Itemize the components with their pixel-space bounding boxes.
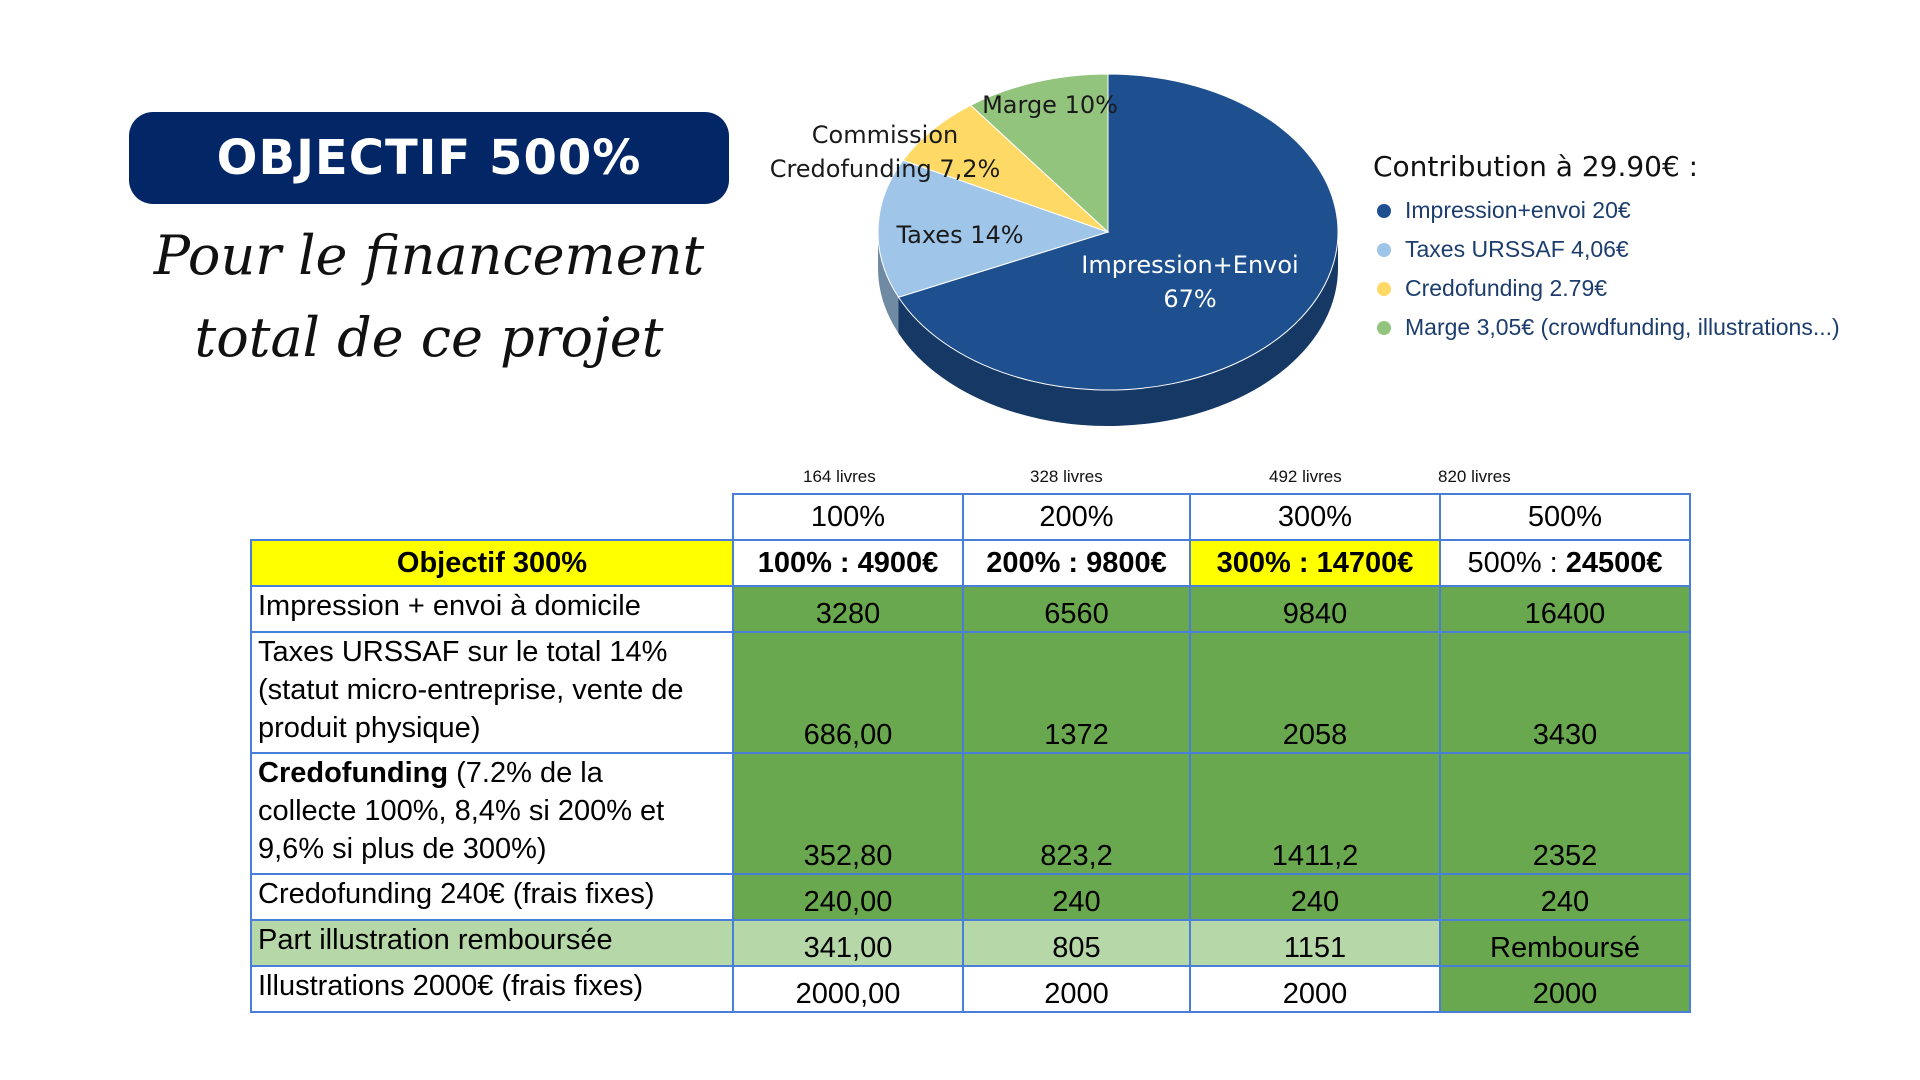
table-cell: 805 bbox=[962, 919, 1191, 967]
pie-label-commission: Commission Credofunding 7,2% bbox=[769, 121, 1001, 183]
row-label: Part illustration remboursée bbox=[250, 919, 734, 967]
table-cell: 2000,00 bbox=[732, 965, 964, 1013]
table-cell: 240,00 bbox=[732, 873, 964, 921]
table-row: Credofunding (7.2% de la collecte 100%, … bbox=[250, 752, 1691, 875]
table-row: Taxes URSSAF sur le total 14% (statut mi… bbox=[250, 631, 1691, 754]
legend-dot-icon bbox=[1377, 320, 1391, 335]
row-label: Credofunding (7.2% de la collecte 100%, … bbox=[250, 752, 734, 875]
books-label-300: 492 livres bbox=[1269, 467, 1342, 486]
legend-title: Contribution à 29.90€ : bbox=[1373, 150, 1699, 183]
row-label: Impression + envoi à domicile bbox=[250, 585, 734, 633]
table-cell: 2352 bbox=[1439, 752, 1691, 875]
legend-item-marge: Marge 3,05€ (crowdfunding, illustrations… bbox=[1373, 308, 1840, 347]
table-cell: 16400 bbox=[1439, 585, 1691, 633]
financing-table: 100% 200% 300% 500% Objectif 300% 100% :… bbox=[250, 493, 1691, 1013]
table-cell: 1372 bbox=[962, 631, 1191, 754]
table-cell: 240 bbox=[1439, 873, 1691, 921]
table-cell: 2000 bbox=[1189, 965, 1441, 1013]
objective-cell: 300% : 14700€ bbox=[1189, 539, 1441, 587]
table-row: Impression + envoi à domicile 3280 6560 … bbox=[250, 585, 1691, 633]
legend-item-impression: Impression+envoi 20€ bbox=[1373, 191, 1840, 230]
table-cell: 352,80 bbox=[732, 752, 964, 875]
objective-badge: OBJECTIF 500% bbox=[129, 112, 729, 204]
pie-slice-0 bbox=[897, 73, 1339, 391]
row-label: Illustrations 2000€ (frais fixes) bbox=[250, 965, 734, 1013]
chart-legend: Contribution à 29.90€ : Impression+envoi… bbox=[1373, 150, 1840, 347]
percent-header: 200% bbox=[962, 493, 1191, 541]
table-cell: 240 bbox=[1189, 873, 1441, 921]
table-cell: 1411,2 bbox=[1189, 752, 1441, 875]
table-row: Illustrations 2000€ (frais fixes) 2000,0… bbox=[250, 965, 1691, 1013]
percent-header: 300% bbox=[1189, 493, 1441, 541]
table-row: 100% 200% 300% 500% bbox=[251, 493, 1691, 541]
row-label: Taxes URSSAF sur le total 14% (statut mi… bbox=[250, 631, 734, 754]
pie-slice-3 bbox=[969, 73, 1109, 234]
pie-label-marge: Marge 10% bbox=[982, 91, 1118, 119]
pie-label-taxes: Taxes 14% bbox=[896, 221, 1024, 249]
pie-side-walls bbox=[878, 232, 1338, 426]
table-cell: 2000 bbox=[962, 965, 1191, 1013]
objective-cell: 200% : 9800€ bbox=[962, 539, 1191, 587]
pie-slice-2 bbox=[902, 104, 1109, 233]
row-label: Credofunding 240€ (frais fixes) bbox=[250, 873, 734, 921]
legend-item-taxes: Taxes URSSAF 4,06€ bbox=[1373, 230, 1840, 269]
objective-cell: 100% : 4900€ bbox=[732, 539, 964, 587]
table-cell: 1151 bbox=[1189, 919, 1441, 967]
objective-label: Objectif 300% bbox=[250, 539, 734, 587]
books-label-100: 164 livres bbox=[803, 467, 876, 486]
pie-slice-side bbox=[878, 232, 899, 334]
table-cell: 2000 bbox=[1439, 965, 1691, 1013]
pie-slice-side bbox=[898, 232, 1338, 426]
table-cell: 2058 bbox=[1189, 631, 1441, 754]
table-row: Part illustration remboursée 341,00 805 … bbox=[250, 919, 1691, 967]
objective-cell: 500% : 24500€ bbox=[1439, 539, 1691, 587]
table-cell: Remboursé bbox=[1439, 919, 1691, 967]
pie-label-impression: Impression+Envoi 67% bbox=[1081, 251, 1299, 313]
table-cell: 3430 bbox=[1439, 631, 1691, 754]
table-row: Objectif 300% 100% : 4900€ 200% : 9800€ … bbox=[250, 539, 1691, 587]
legend-item-credofunding: Credofunding 2.79€ bbox=[1373, 269, 1840, 308]
percent-header: 500% bbox=[1439, 493, 1691, 541]
legend-dot-icon bbox=[1377, 203, 1391, 218]
table-cell: 686,00 bbox=[732, 631, 964, 754]
table-cell: 341,00 bbox=[732, 919, 964, 967]
legend-dot-icon bbox=[1377, 281, 1391, 296]
table-row: Credofunding 240€ (frais fixes) 240,00 2… bbox=[250, 873, 1691, 921]
table-cell: 823,2 bbox=[962, 752, 1191, 875]
table-cell: 6560 bbox=[962, 585, 1191, 633]
table-cell: 240 bbox=[962, 873, 1191, 921]
table-cell: 3280 bbox=[732, 585, 964, 633]
empty-cell bbox=[251, 494, 733, 540]
pie-slice-1 bbox=[877, 159, 1110, 298]
books-label-500: 820 livres bbox=[1438, 467, 1511, 486]
pie-chart bbox=[877, 73, 1339, 426]
percent-header: 100% bbox=[732, 493, 964, 541]
subtitle: Pour le financement total de ce projet bbox=[129, 215, 729, 379]
subtitle-line-2: total de ce projet bbox=[194, 306, 664, 369]
table-cell: 9840 bbox=[1189, 585, 1441, 633]
subtitle-line-1: Pour le financement bbox=[153, 224, 705, 287]
books-label-200: 328 livres bbox=[1030, 467, 1103, 486]
legend-dot-icon bbox=[1377, 242, 1391, 257]
